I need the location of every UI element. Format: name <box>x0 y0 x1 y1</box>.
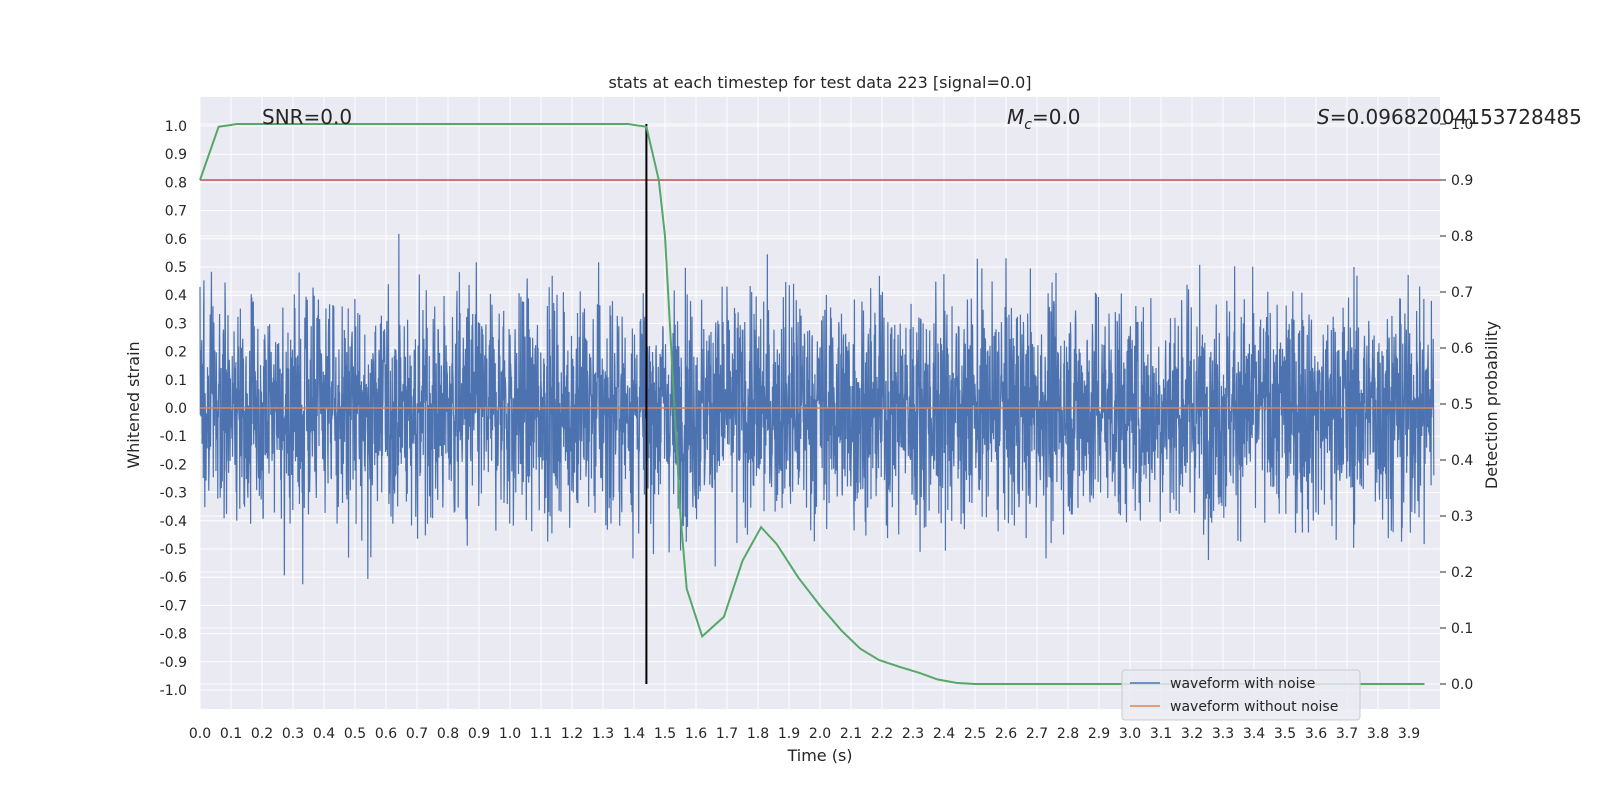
x-tick-label: 3.6 <box>1305 726 1327 742</box>
x-tick-label: 1.8 <box>747 726 769 742</box>
legend-noisy-label: waveform with noise <box>1170 676 1315 692</box>
y-left-tick-label: -1.0 <box>160 683 187 699</box>
x-tick-label: 2.4 <box>933 726 955 742</box>
x-tick-label: 3.2 <box>1181 726 1203 742</box>
y-left-tick-label: 0.8 <box>165 175 187 191</box>
y-right-tick-label: 0.9 <box>1451 173 1473 189</box>
y-left-tick-label: 0.6 <box>165 232 187 248</box>
y-left-tick-label: 0.7 <box>165 204 187 220</box>
y-right-tick-label: 0.7 <box>1451 285 1473 301</box>
x-tick-label: 0.5 <box>344 726 366 742</box>
x-tick-label: 1.3 <box>592 726 614 742</box>
x-tick-label: 1.5 <box>654 726 676 742</box>
x-tick-label: 0.2 <box>251 726 273 742</box>
x-tick-label: 3.0 <box>1119 726 1141 742</box>
x-tick-label: 3.3 <box>1212 726 1234 742</box>
x-tick-label: 1.1 <box>530 726 552 742</box>
legend-clean-label: waveform without noise <box>1170 699 1338 715</box>
y-right-tick-label: 0.4 <box>1451 453 1473 469</box>
s-symbol: S <box>1317 105 1330 129</box>
y-right-tick-label: 0.3 <box>1451 509 1473 525</box>
x-tick-label: 0.8 <box>437 726 459 742</box>
x-tick-label: 3.4 <box>1243 726 1265 742</box>
y-right-tick-label: 0.5 <box>1451 397 1473 413</box>
x-tick-label: 3.7 <box>1336 726 1358 742</box>
x-tick-label: 3.9 <box>1398 726 1420 742</box>
y-right-tick-label: 0.0 <box>1451 677 1473 693</box>
y-left-tick-label: 0.9 <box>165 147 187 163</box>
y-left-tick-label: -0.8 <box>160 627 187 643</box>
mc-symbol: M <box>1007 105 1024 129</box>
y-left-tick-label: 0.5 <box>165 260 187 276</box>
lines-layer <box>199 123 1440 685</box>
x-tick-label: 2.3 <box>902 726 924 742</box>
y-left-tick-label: 0.3 <box>165 316 187 332</box>
y-left-tick-label: 0.0 <box>165 401 187 417</box>
y-right-tick-label: 0.1 <box>1451 621 1473 637</box>
x-tick-label: 0.4 <box>313 726 335 742</box>
noise-waveform-layer <box>199 211 1435 585</box>
x-tick-label: 1.0 <box>499 726 521 742</box>
s-value: =0.09682004153728485 <box>1330 105 1582 129</box>
y-right-tick-label: 1.0 <box>1451 117 1473 133</box>
y-left-tick-label: 0.4 <box>165 288 187 304</box>
x-tick-label: 3.8 <box>1367 726 1389 742</box>
x-tick-label: 3.1 <box>1150 726 1172 742</box>
x-tick-label: 2.8 <box>1057 726 1079 742</box>
mc-subscript: c <box>1024 117 1032 133</box>
y-left-tick-label: -0.3 <box>160 486 187 502</box>
x-tick-label: 0.9 <box>468 726 490 742</box>
y-left-tick-label: 0.1 <box>165 373 187 389</box>
x-tick-label: 0.7 <box>406 726 428 742</box>
detection-probability-line <box>199 123 1425 685</box>
y-right-tick-label: 0.8 <box>1451 229 1473 245</box>
y-left-tick-label: -0.1 <box>160 429 187 445</box>
y-left-tick-label: 1.0 <box>165 119 187 135</box>
legend-box <box>1121 669 1361 721</box>
x-tick-label: 2.2 <box>871 726 893 742</box>
snr-annotation: SNR=0.0 <box>262 105 352 129</box>
y-right-tick-layer: 1.0 0.9 0.8 0.7 0.6 0.5 0.4 0.3 0.2 0.1 0.0 <box>1440 117 1473 693</box>
y-left-tick-label: -0.9 <box>160 655 187 671</box>
mc-annotation: Mc=0.0 <box>1007 105 1081 133</box>
x-tick-label: 2.0 <box>809 726 831 742</box>
s-annotation: S=0.09682004153728485 <box>1317 105 1582 129</box>
x-tick-label: 2.6 <box>995 726 1017 742</box>
x-tick-label: 2.5 <box>964 726 986 742</box>
y-left-tick-layer: 1.0 0.9 0.8 0.7 0.6 0.5 0.4 0.3 0.2 0.1 0.0 -0.1 -0.… <box>160 119 187 699</box>
x-axis-label: Time (s) <box>786 746 852 765</box>
x-tick-label: 1.4 <box>623 726 645 742</box>
y-left-tick-label: -0.7 <box>160 598 187 614</box>
y-axis-right-label: Detection probability <box>1482 321 1501 489</box>
x-tick-label: 1.2 <box>561 726 583 742</box>
x-tick-label: 1.7 <box>716 726 738 742</box>
y-left-tick-label: -0.4 <box>160 514 187 530</box>
x-tick-label: 1.6 <box>685 726 707 742</box>
y-right-tick-label: 0.6 <box>1451 341 1473 357</box>
x-tick-label: 2.1 <box>840 726 862 742</box>
y-axis-left-label: Whitened strain <box>124 341 143 468</box>
y-right-tick-label: 0.2 <box>1451 565 1473 581</box>
chart-title: stats at each timestep for test data 223… <box>608 73 1031 92</box>
mc-value: =0.0 <box>1032 105 1081 129</box>
x-tick-label: 0.0 <box>189 726 211 742</box>
y-left-tick-label: -0.5 <box>160 542 187 558</box>
noisy-waveform-line <box>199 211 1435 585</box>
x-tick-label: 2.9 <box>1088 726 1110 742</box>
x-tick-label: 1.9 <box>778 726 800 742</box>
x-tick-label: 3.5 <box>1274 726 1296 742</box>
x-tick-label: 2.7 <box>1026 726 1048 742</box>
y-left-tick-label: 0.2 <box>165 345 187 361</box>
legend: waveform with noise waveform without noi… <box>1121 669 1361 721</box>
x-tick-label: 0.1 <box>220 726 242 742</box>
y-left-tick-label: -0.6 <box>160 570 187 586</box>
x-tick-label: 0.3 <box>282 726 304 742</box>
x-tick-label: 0.6 <box>375 726 397 742</box>
x-tick-layer: 0.0 0.1 0.2 0.3 0.4 0.5 0.6 0.7 0.8 0.9 1.0 1.1 1.2 1… <box>189 726 1420 742</box>
y-left-tick-label: -0.2 <box>160 457 187 473</box>
